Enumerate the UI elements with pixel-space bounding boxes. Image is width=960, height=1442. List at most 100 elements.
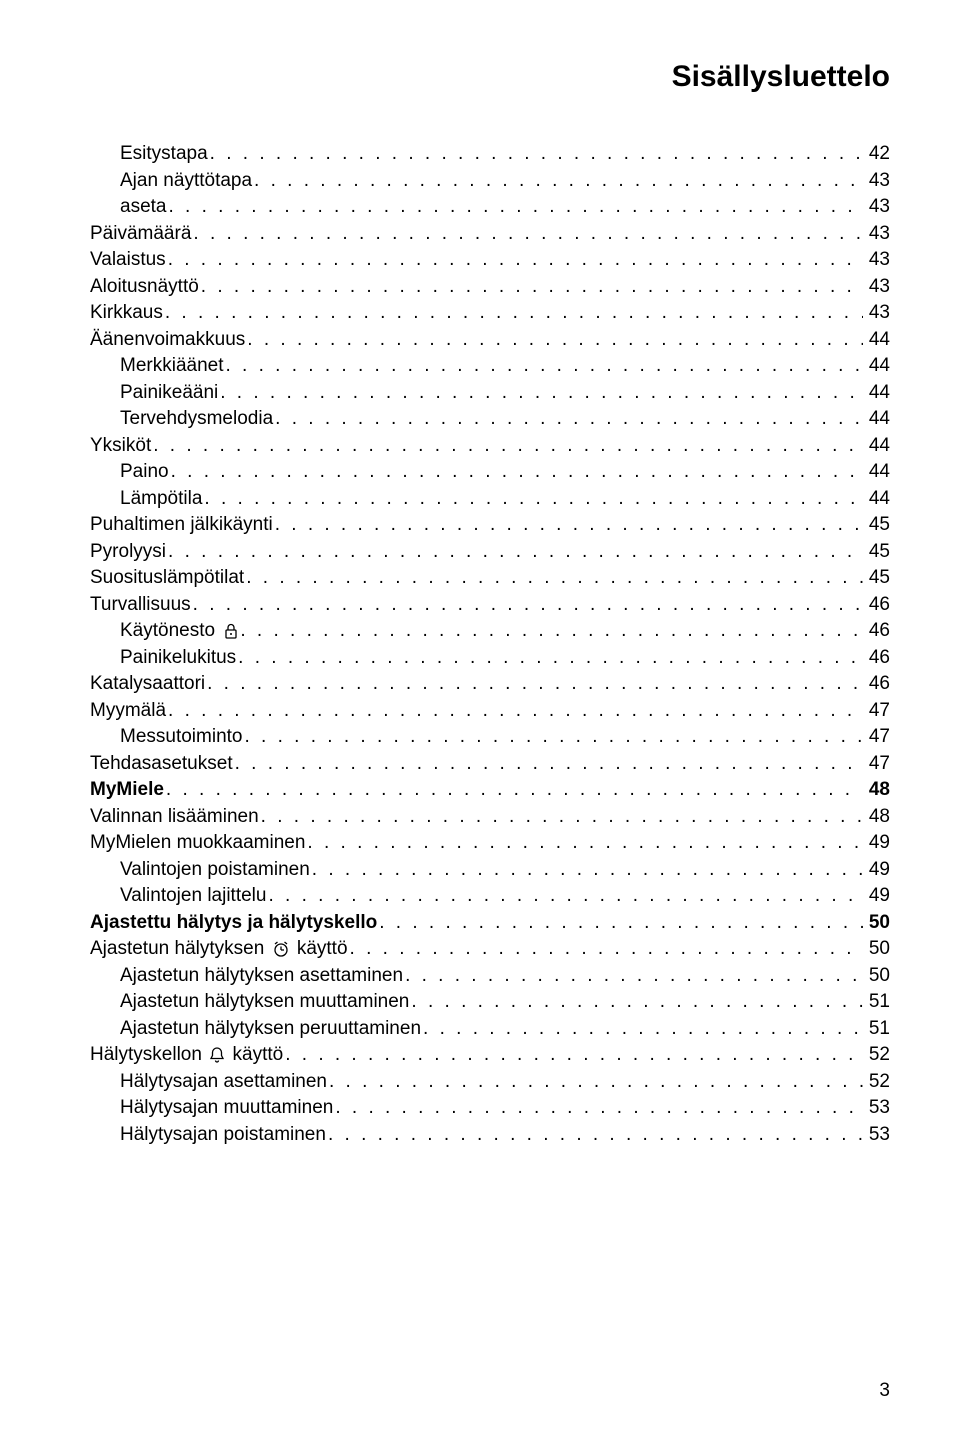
toc-label: Valintojen poistaminen <box>120 860 310 879</box>
toc-entry: Esitystapa42 <box>90 144 890 163</box>
toc-entry: Turvallisuus 46 <box>90 595 890 614</box>
toc-entry: MyMielen muokkaaminen49 <box>90 833 890 852</box>
toc-label: Valaistus <box>90 250 166 269</box>
toc-page-number: 43 <box>865 171 890 190</box>
toc-label: Suosituslämpötilat <box>90 568 244 587</box>
toc-entry: Tervehdysmelodia 44 <box>90 409 890 428</box>
bell-icon <box>209 1046 225 1064</box>
toc-entry: Valintojen lajittelu 49 <box>90 886 890 905</box>
toc-label: Katalysaattori <box>90 674 205 693</box>
toc-leader-dots <box>405 966 863 985</box>
lock-icon <box>224 623 238 639</box>
toc-entry: Ajastetun hälytyksen muuttaminen51 <box>90 992 890 1011</box>
toc-leader-dots <box>350 939 863 958</box>
toc-label: Lämpötila <box>120 489 202 508</box>
toc-entry: Merkkiäänet 44 <box>90 356 890 375</box>
toc-label: Äänenvoimakkuus <box>90 330 245 349</box>
toc-leader-dots <box>247 330 863 349</box>
toc-page-number: 51 <box>865 1019 890 1038</box>
toc-label: Esitystapa <box>120 144 208 163</box>
toc-page-number: 43 <box>865 197 890 216</box>
toc-page-number: 46 <box>865 621 890 640</box>
toc-leader-dots <box>423 1019 863 1038</box>
toc-page-number: 43 <box>865 277 890 296</box>
toc-label: Ajastetun hälytyksen asettaminen <box>120 966 403 985</box>
toc-page-number: 44 <box>865 383 890 402</box>
toc-leader-dots <box>245 727 863 746</box>
toc-entry: Valintojen poistaminen 49 <box>90 860 890 879</box>
toc-label: Yksiköt <box>90 436 151 455</box>
toc-label: Kirkkaus <box>90 303 163 322</box>
toc-label: Pyrolyysi <box>90 542 166 561</box>
toc-page-number: 48 <box>865 780 890 799</box>
toc-label: Painikelukitus <box>120 648 236 667</box>
toc-page-number: 47 <box>865 727 890 746</box>
toc-label: Puhaltimen jälkikäynti <box>90 515 273 534</box>
table-of-contents: Esitystapa42Ajan näyttötapa43aseta43Päiv… <box>90 144 890 1144</box>
toc-entry: Yksiköt 44 <box>90 436 890 455</box>
toc-page-number: 50 <box>865 966 890 985</box>
toc-leader-dots <box>275 409 863 428</box>
toc-entry: Tehdasasetukset47 <box>90 754 890 773</box>
toc-page-number: 52 <box>865 1072 890 1091</box>
toc-page-number: 53 <box>865 1125 890 1144</box>
toc-leader-dots <box>268 886 862 905</box>
toc-leader-dots <box>379 913 863 932</box>
toc-entry: Äänenvoimakkuus 44 <box>90 330 890 349</box>
toc-leader-dots <box>335 1098 863 1117</box>
toc-leader-dots <box>235 754 863 773</box>
toc-entry: Hälytysajan poistaminen53 <box>90 1125 890 1144</box>
toc-label: Tervehdysmelodia <box>120 409 273 428</box>
toc-label: Hälytysajan asettaminen <box>120 1072 327 1091</box>
toc-page-number: 49 <box>865 886 890 905</box>
toc-page-number: 47 <box>865 754 890 773</box>
toc-entry: Katalysaattori 46 <box>90 674 890 693</box>
toc-page-number: 44 <box>865 356 890 375</box>
alarm-clock-icon <box>272 940 290 958</box>
toc-leader-dots <box>207 674 863 693</box>
toc-label: Turvallisuus <box>90 595 191 614</box>
toc-label: MyMiele <box>90 780 164 799</box>
toc-leader-dots <box>240 621 863 640</box>
toc-leader-dots <box>168 542 863 561</box>
toc-entry: Ajastetun hälytyksen käyttö 50 <box>90 939 890 958</box>
toc-page-number: 43 <box>865 224 890 243</box>
toc-page-number: 52 <box>865 1045 890 1064</box>
page-title: Sisällysluettelo <box>90 60 890 94</box>
toc-page-number: 44 <box>865 436 890 455</box>
toc-label: Käytönesto <box>120 621 238 640</box>
toc-leader-dots <box>165 303 863 322</box>
toc-leader-dots <box>226 356 863 375</box>
toc-label: Paino <box>120 462 169 481</box>
toc-entry: Painikeääni44 <box>90 383 890 402</box>
toc-label: Valinnan lisääminen <box>90 807 259 826</box>
toc-label: Valintojen lajittelu <box>120 886 266 905</box>
toc-page-number: 43 <box>865 303 890 322</box>
toc-page-number: 46 <box>865 674 890 693</box>
toc-entry: Päivämäärä43 <box>90 224 890 243</box>
toc-page-number: 49 <box>865 860 890 879</box>
toc-page-number: 50 <box>865 939 890 958</box>
toc-leader-dots <box>193 595 863 614</box>
toc-label: Ajastetun hälytyksen muuttaminen <box>120 992 409 1011</box>
toc-page-number: 53 <box>865 1098 890 1117</box>
toc-leader-dots <box>411 992 862 1011</box>
toc-entry: Lämpötila 44 <box>90 489 890 508</box>
toc-entry: Valinnan lisääminen48 <box>90 807 890 826</box>
toc-leader-dots <box>193 224 862 243</box>
toc-page-number: 46 <box>865 595 890 614</box>
toc-page-number: 44 <box>865 489 890 508</box>
toc-leader-dots <box>275 515 863 534</box>
toc-page-number: 44 <box>865 330 890 349</box>
toc-label: Ajastetun hälytyksen peruuttaminen <box>120 1019 421 1038</box>
toc-entry: MyMiele 48 <box>90 780 890 799</box>
toc-leader-dots <box>254 171 863 190</box>
toc-entry: Hälytyskellon käyttö 52 <box>90 1045 890 1064</box>
toc-label: Ajastetun hälytyksen käyttö <box>90 939 348 958</box>
toc-entry: Ajastetun hälytyksen asettaminen 50 <box>90 966 890 985</box>
toc-leader-dots <box>329 1072 863 1091</box>
toc-label: Messutoiminto <box>120 727 243 746</box>
toc-label: Hälytyskellon käyttö <box>90 1045 283 1064</box>
toc-page-number: 44 <box>865 409 890 428</box>
toc-label: Merkkiäänet <box>120 356 224 375</box>
